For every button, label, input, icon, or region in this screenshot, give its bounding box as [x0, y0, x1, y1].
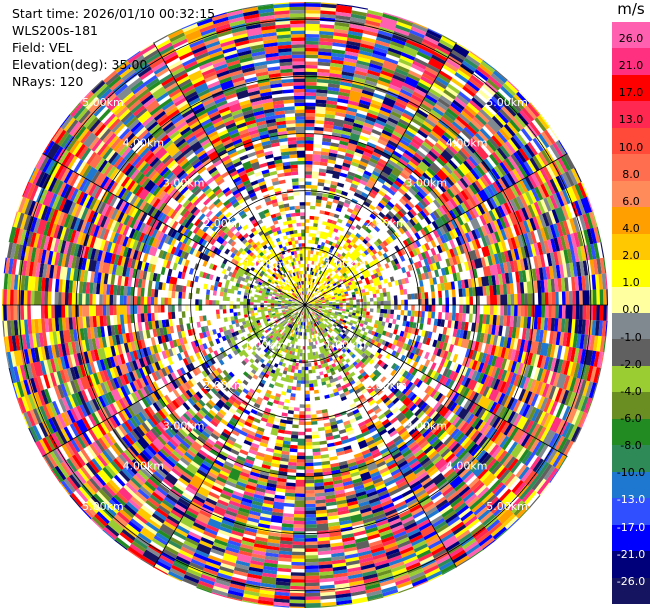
colorbar-segment	[612, 74, 650, 102]
radar-ppi-plot: 1.00km 1.00km 1.00km 1.00km 2.00km 2.00km 2.00…	[2, 2, 609, 608]
azimuth-spoke	[42, 304, 306, 457]
colorbar-segment	[612, 445, 650, 473]
range-ring-label: 1.00km	[325, 258, 367, 271]
azimuth-spokes	[2, 2, 608, 608]
range-ring-label: 3.00km	[406, 177, 448, 190]
colorbar-segment	[612, 313, 650, 340]
range-ring-label: 3.00km	[406, 419, 448, 432]
range-ring-label: 1.00km	[244, 258, 286, 271]
velocity-gate-group	[6, 3, 597, 602]
scan-info: Start time: 2026/01/10 00:32:15 WLS200s-…	[12, 5, 215, 90]
velocity-gate-group	[18, 3, 589, 608]
colorbar-tick-label: 17.0	[618, 86, 644, 100]
colorbar-tick-label: -1.0	[620, 330, 642, 344]
colorbar-segment	[612, 471, 650, 499]
field-label: Field: VEL	[12, 40, 73, 55]
colorbar-tick-label: 1.0	[622, 276, 640, 290]
velocity-gate-group	[3, 3, 609, 600]
range-ring-label: 5.00km	[82, 96, 124, 109]
velocity-gate-group	[2, 2, 602, 605]
instrument-label: WLS200s-181	[12, 23, 98, 38]
range-ring-label: 3.00km	[163, 419, 205, 432]
azimuth-spoke	[304, 42, 457, 306]
range-ring-label: 4.00km	[123, 460, 165, 473]
range-ring-label: 1.00km	[244, 338, 286, 351]
range-ring-labels: 1.00km 1.00km 1.00km 1.00km 2.00km 2.00km 2.00…	[82, 96, 528, 513]
colorbar-tick-label: 8.0	[622, 167, 640, 181]
colorbar-segment	[612, 180, 650, 208]
colorbar-tick-label: -30.0	[616, 602, 646, 615]
colorbar-segment	[612, 207, 650, 235]
colorbar-segment	[612, 233, 650, 261]
range-ring-label: 2.00km	[365, 379, 407, 392]
colorbar-segment	[612, 101, 650, 129]
colorbar-segment	[612, 418, 650, 446]
start-time-label: Start time: 2026/01/10 00:32:15	[12, 6, 216, 21]
colorbar-segment	[612, 551, 650, 579]
velocity-gate-group	[3, 10, 590, 602]
velocity-gates	[2, 2, 609, 608]
range-ring-label: 4.00km	[446, 460, 488, 473]
colorbar-tick-label: -2.0	[620, 357, 642, 371]
range-ring-label: 1.00km	[325, 338, 367, 351]
nrays-label: NRays: 120	[12, 74, 84, 89]
colorbar-segment	[612, 365, 650, 393]
colorbar-tick-label: 0.0	[622, 303, 640, 317]
range-ring-label: 5.00km	[82, 500, 124, 513]
colorbar-tick-label: -26.0	[616, 574, 646, 588]
range-ring-label: 3.00km	[163, 177, 205, 190]
colorbar-segment	[612, 392, 650, 420]
colorbar-segment	[612, 154, 650, 182]
colorbar-segment	[612, 48, 650, 76]
colorbar-segment	[612, 524, 650, 552]
colorbar-unit: m/s	[617, 0, 645, 18]
colorbar-segment	[612, 286, 650, 314]
azimuth-spoke	[304, 304, 457, 568]
velocity-gate-group	[3, 3, 608, 606]
colorbar-segment	[612, 22, 650, 49]
colorbar-tick-label: 2.0	[622, 249, 640, 263]
colorbar-segment	[612, 127, 650, 155]
colorbar-tick-label: -13.0	[616, 493, 646, 507]
colorbar-scale: 26.0 21.0 17.0 13.0 10.0 8.0 6.0 4.0 2.0 1.0 0.0 -1…	[612, 22, 650, 615]
colorbar-tick-label: 21.0	[618, 59, 644, 73]
colorbar-tick-label: -17.0	[616, 520, 646, 534]
colorbar-segment	[612, 577, 650, 605]
azimuth-spoke	[153, 42, 306, 306]
colorbar-tick-label: 26.0	[618, 32, 644, 45]
colorbar-tick-label: 4.0	[622, 222, 640, 235]
range-ring-label: 4.00km	[123, 136, 165, 149]
colorbar-tick-label: 10.0	[618, 140, 644, 154]
range-ring-label: 2.00km	[203, 379, 245, 392]
colorbar-tick-label: 6.0	[622, 194, 640, 208]
range-ring-label: 4.00km	[446, 136, 488, 149]
colorbar-tick-label: -4.0	[620, 384, 642, 398]
azimuth-spoke	[304, 304, 568, 457]
azimuth-spoke	[153, 304, 306, 568]
colorbar-segment	[612, 498, 650, 526]
range-ring-label: 2.00km	[365, 217, 407, 230]
colorbar-tick-label: -6.0	[620, 412, 642, 425]
colorbar: m/s 26.0 21.0 17.0 13.0 10.0 8.0 6.0 4.0 2.0 1.0 0…	[612, 0, 650, 615]
range-ring-label: 5.00km	[486, 96, 528, 109]
range-ring-label: 2.00km	[203, 217, 245, 230]
range-ring-label: 5.00km	[486, 500, 528, 513]
colorbar-tick-label: -21.0	[616, 547, 646, 561]
velocity-gate-group	[2, 5, 602, 601]
colorbar-segment	[612, 339, 650, 367]
colorbar-tick-label: -8.0	[620, 439, 642, 453]
colorbar-segment	[612, 260, 650, 288]
elevation-label: Elevation(deg): 35.00	[12, 57, 148, 72]
azimuth-spoke	[304, 153, 568, 306]
velocity-gate-group	[8, 4, 604, 606]
azimuth-spoke	[42, 153, 306, 306]
colorbar-tick-label: -10.0	[616, 466, 646, 480]
colorbar-tick-label: 13.0	[618, 113, 644, 127]
